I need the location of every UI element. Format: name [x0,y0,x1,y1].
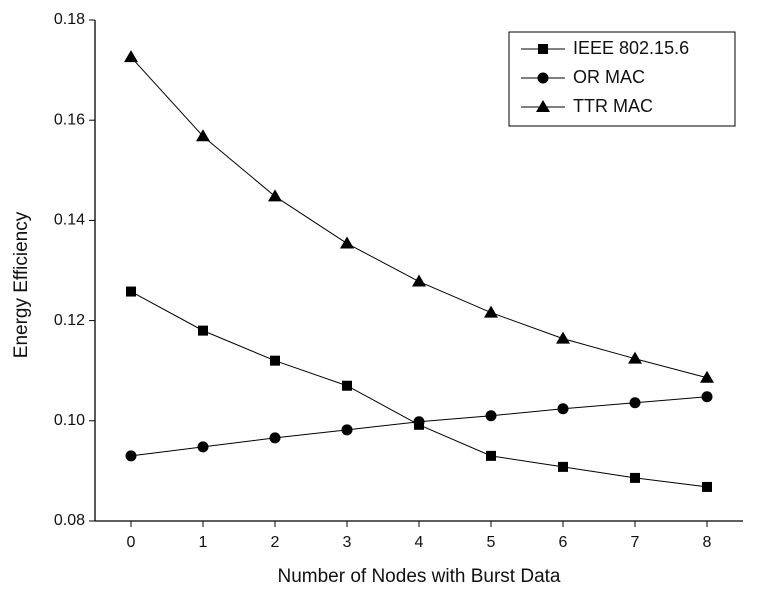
x-axis-title: Number of Nodes with Burst Data [277,566,560,587]
x-tick-label: 0 [127,534,136,551]
marker [556,331,570,344]
marker [269,432,281,444]
legend-text: TTR MAC [573,96,653,116]
y-tick-label: 0.08 [54,512,85,529]
marker [538,44,548,54]
marker [558,461,568,472]
y-tick-label: 0.18 [54,11,85,28]
y-axis-title: Energy Efficiency [11,211,32,358]
marker [484,305,498,318]
x-tick-label: 3 [343,534,352,551]
y-tick-label: 0.16 [54,111,85,128]
marker [413,416,425,428]
x-tick-label: 7 [631,534,640,551]
x-tick-label: 6 [559,534,568,551]
marker [702,481,712,492]
marker [198,325,208,336]
legend-text: OR MAC [573,67,645,87]
x-tick-label: 5 [487,534,496,551]
legend-text: IEEE 802.15.6 [573,38,689,58]
x-tick-label: 8 [703,534,712,551]
marker [196,129,210,142]
marker [340,236,354,249]
marker [557,403,569,415]
marker [700,370,714,383]
marker [268,189,282,202]
marker [628,351,642,364]
marker [629,397,641,409]
marker [536,100,550,112]
x-tick-label: 1 [199,534,208,551]
marker [630,472,640,483]
marker [341,424,353,436]
marker [126,286,136,297]
x-tick-label: 2 [271,534,280,551]
marker [486,450,496,461]
marker [701,391,713,403]
marker [342,380,352,391]
marker [197,441,209,453]
marker [125,450,137,462]
marker [124,50,138,63]
series-line [130,291,708,488]
y-tick-label: 0.14 [54,212,85,229]
y-tick-label: 0.12 [54,312,85,329]
y-tick-label: 0.10 [54,412,85,429]
marker [270,355,280,366]
x-tick-label: 4 [415,534,424,551]
marker [537,72,549,84]
marker [485,410,497,422]
marker [412,274,426,287]
